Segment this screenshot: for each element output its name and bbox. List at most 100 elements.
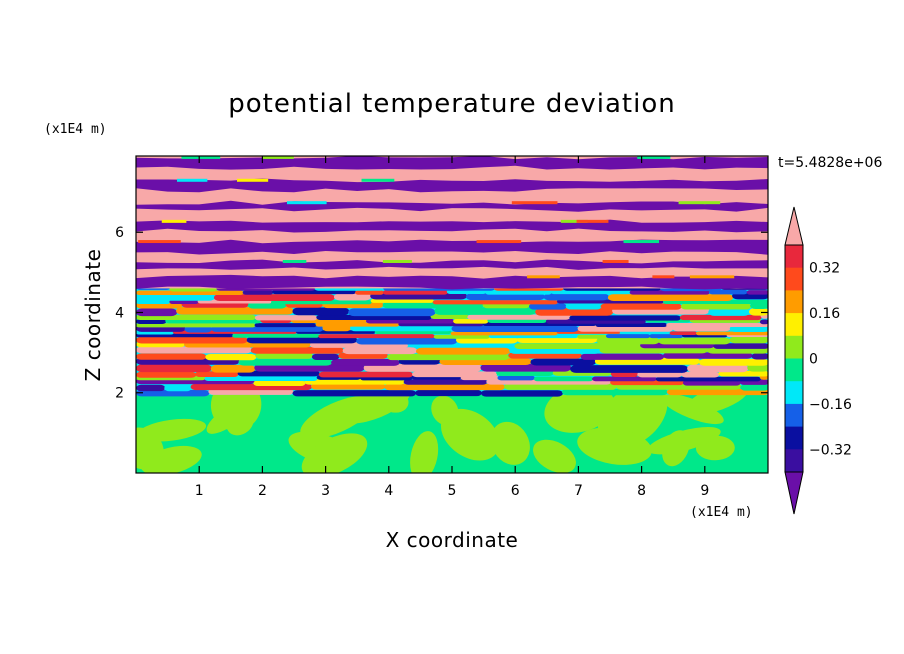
colorbar-segment	[785, 245, 803, 269]
contour-band	[342, 347, 418, 355]
contour-edge	[637, 156, 671, 159]
contour-band	[528, 303, 567, 310]
contour-band	[600, 303, 682, 310]
contour-band	[580, 353, 665, 360]
contour-blob	[440, 408, 500, 461]
colorbar: 0.32 0.16 0 −0.16 −0.32	[784, 206, 852, 515]
x-tick-label: 7	[574, 483, 583, 499]
contour-band	[136, 308, 178, 317]
contour-band	[136, 259, 768, 270]
contour-edge	[161, 219, 187, 223]
contour-band	[208, 388, 294, 395]
contour-band	[504, 383, 617, 390]
contour-blob	[226, 411, 254, 436]
plot-area	[136, 156, 768, 473]
colorbar-label: −0.32	[809, 442, 852, 458]
contour-band	[655, 376, 761, 382]
contour-band	[412, 371, 498, 378]
contour-band	[184, 325, 213, 333]
contour-band	[292, 307, 350, 316]
contour-edge	[138, 240, 181, 244]
contour-band	[687, 364, 749, 373]
contour-band	[250, 346, 344, 354]
contour-band	[637, 371, 683, 378]
time-label: t=5.4828e+06	[778, 155, 882, 171]
contour-band	[596, 337, 660, 345]
contour-band	[354, 290, 384, 295]
contour-band	[238, 358, 333, 366]
contour-band	[451, 325, 579, 332]
colorbar-segment	[785, 335, 803, 359]
colorbar-label: 0.32	[809, 261, 840, 277]
x-axis: 1 2 3 4 5 6 7 8 9	[195, 156, 709, 499]
colorbar-segment	[785, 449, 803, 473]
contour-blob	[647, 427, 721, 455]
contour-band	[136, 239, 768, 255]
contour-band	[759, 319, 768, 325]
contour-band	[750, 302, 768, 309]
contour-band	[543, 293, 609, 301]
contour-band	[649, 334, 683, 339]
colorbar-segment	[785, 426, 803, 450]
contour-band	[658, 337, 731, 345]
contour-band	[136, 384, 166, 392]
contour-band	[747, 363, 768, 372]
contour-band	[607, 294, 734, 301]
x-tick-label: 9	[700, 483, 709, 499]
contour-edge	[282, 259, 307, 263]
colorbar-segment	[785, 381, 803, 405]
contour-band	[430, 313, 469, 320]
contour-band	[136, 274, 768, 290]
contour-band	[569, 315, 681, 321]
contour-band	[304, 379, 405, 385]
contour-edge	[602, 259, 629, 263]
y-tick-label: 4	[115, 305, 124, 321]
contour-edge	[382, 259, 412, 263]
contour-band	[272, 289, 356, 295]
contour-band	[242, 290, 274, 295]
contour-band	[605, 334, 651, 339]
contour-edge	[560, 219, 588, 223]
contour-band	[550, 289, 631, 295]
contour-band	[210, 364, 256, 373]
contour-edge	[576, 219, 609, 223]
contour-band	[480, 363, 572, 372]
contour-band	[356, 337, 458, 345]
y-axis: 2 4 6	[115, 225, 768, 402]
y-tick-label: 6	[115, 225, 124, 241]
contour-band	[403, 379, 488, 385]
contour-band	[746, 290, 768, 295]
contour-band	[530, 358, 596, 366]
x-tick-label: 2	[258, 483, 267, 499]
contour-blob	[533, 439, 576, 473]
contour-edge	[652, 275, 675, 279]
contour-band	[729, 325, 768, 332]
x-tick-label: 8	[637, 483, 646, 499]
colorbar-segment	[785, 403, 803, 428]
contour-edge	[511, 201, 558, 205]
colorbar-extend-min	[784, 471, 804, 515]
contour-band	[570, 365, 689, 373]
x-tick-label: 4	[384, 483, 393, 499]
contour-band	[514, 343, 642, 349]
y-unit-label: (x1E4 m)	[44, 122, 107, 137]
contour-blob	[300, 395, 375, 439]
contour-edge	[476, 240, 522, 244]
contour-band	[333, 293, 372, 301]
contour-band	[592, 376, 657, 382]
contour-band	[679, 314, 762, 321]
contour-band	[164, 384, 192, 392]
colorbar-label: 0.16	[809, 306, 840, 322]
contour-band	[311, 353, 340, 361]
contour-band	[699, 358, 768, 366]
contour-band	[450, 331, 558, 336]
contour-band	[136, 290, 244, 296]
contour-band	[271, 300, 372, 305]
contour-band	[136, 299, 171, 304]
contour-band	[136, 353, 207, 360]
contour-band	[751, 353, 768, 360]
y-tick-label: 2	[115, 386, 124, 402]
contour-blob	[301, 433, 368, 473]
contour-band	[708, 308, 750, 316]
